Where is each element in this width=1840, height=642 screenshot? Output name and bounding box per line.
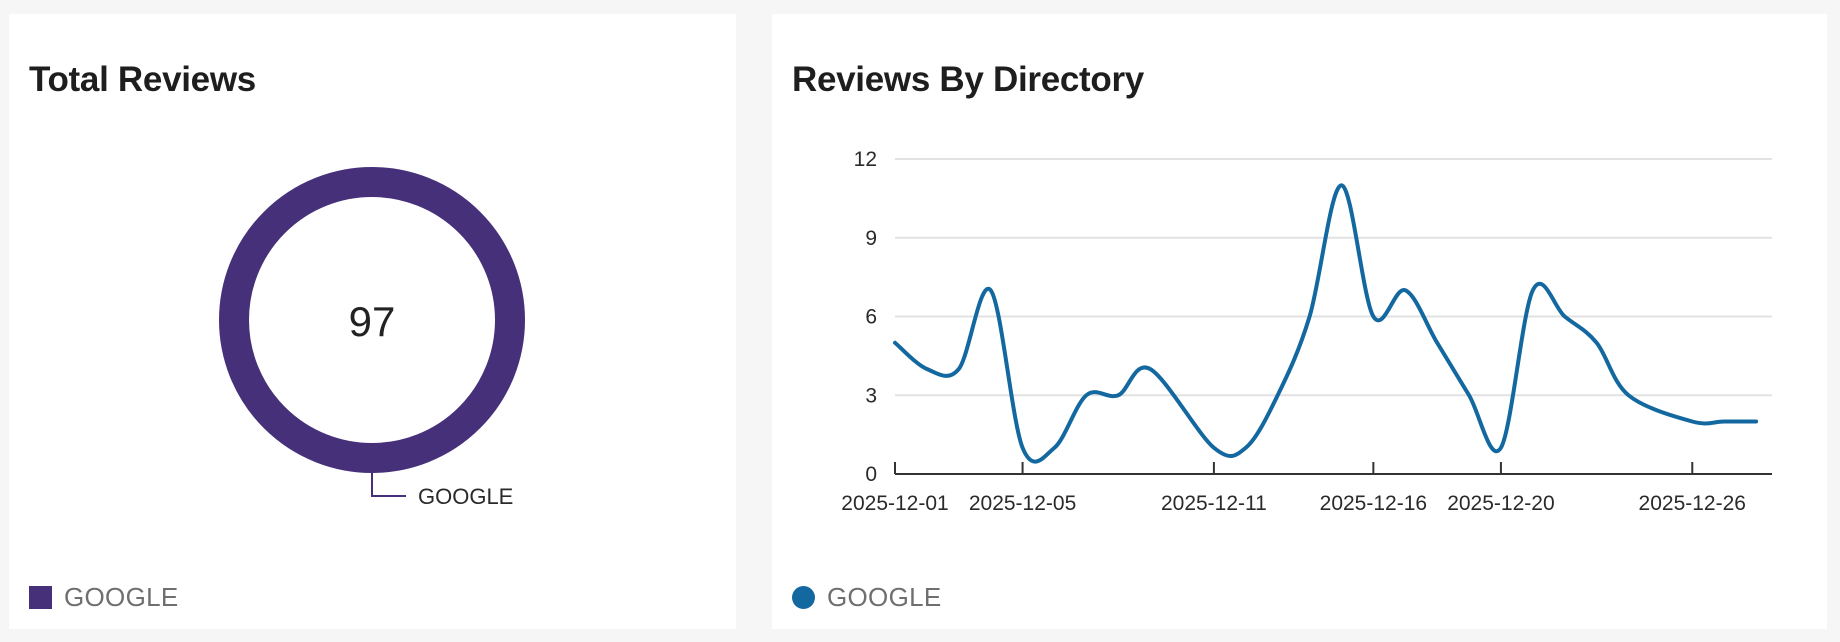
x-tick-label: 2025-12-11 [1161, 492, 1267, 515]
series-line-google[interactable] [893, 183, 1759, 464]
y-tick-label: 6 [865, 306, 877, 329]
y-tick-label: 9 [865, 227, 877, 250]
total-reviews-legend[interactable]: GOOGLE [29, 582, 179, 613]
y-tick-label: 3 [865, 384, 877, 407]
slice-label-leader [371, 473, 406, 497]
donut-slice-google[interactable] [219, 167, 525, 473]
x-tick-label: 2025-12-05 [969, 492, 1076, 515]
legend-swatch-google [29, 586, 52, 609]
y-tick-label: 12 [854, 148, 877, 171]
total-reviews-card: Total Reviews 97 GOOGLE GOOGLE [9, 14, 736, 629]
reviews-by-directory-legend[interactable]: GOOGLE [792, 582, 942, 613]
donut-center-total: 97 [349, 298, 396, 345]
x-tick-label: 2025-12-20 [1447, 492, 1554, 515]
total-reviews-title: Total Reviews [29, 60, 256, 99]
slice-label-google: GOOGLE [418, 484, 513, 509]
total-reviews-donut-chart: 97 GOOGLE [219, 167, 525, 509]
reviews-line-chart: 0 3 6 9 12 2025-12-01 2025-12-05 2025-12-11 2025… [841, 148, 1772, 515]
x-tick-label: 2025-12-01 [841, 492, 948, 515]
x-tick-label: 2025-12-16 [1320, 492, 1427, 515]
legend-label-google: GOOGLE [827, 582, 942, 612]
legend-label-google: GOOGLE [64, 582, 179, 612]
y-tick-label: 0 [865, 463, 877, 486]
reviews-by-directory-title: Reviews By Directory [792, 60, 1144, 99]
x-tick-label: 2025-12-26 [1639, 492, 1746, 515]
legend-swatch-google [792, 586, 815, 609]
reviews-by-directory-card: Reviews By Directory 0 3 6 9 12 2025-12-01 202… [772, 14, 1827, 629]
